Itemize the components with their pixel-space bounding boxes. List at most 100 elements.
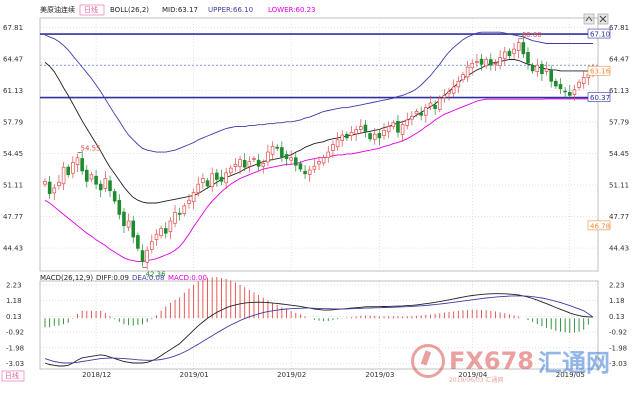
macd-y-tick-right: 1.18 [609, 297, 625, 305]
candle-body [187, 199, 191, 204]
candle-body [572, 89, 577, 96]
annotation-label: 42.36 [146, 271, 167, 279]
candle-body [577, 81, 581, 88]
macd-macd-value: MACD:0.00 [168, 274, 207, 282]
y-tick-label-right: 64.47 [609, 55, 629, 63]
candle-body [103, 178, 108, 189]
candle-body [567, 92, 572, 96]
candle-body [201, 178, 205, 183]
candle-body [71, 162, 75, 174]
candle-body [410, 115, 414, 120]
candle-body [493, 62, 498, 65]
y-tick-label-right: 47.77 [609, 213, 629, 221]
candle-body [317, 161, 321, 165]
candle-body [354, 129, 358, 135]
candle-body [479, 58, 484, 65]
candle-body [335, 139, 340, 148]
scroll-up-icon[interactable] [583, 13, 595, 25]
upper-band-line [44, 31, 593, 153]
candle-body [284, 154, 289, 160]
macd-grid [40, 284, 598, 364]
lower-band-line [44, 98, 593, 263]
macd-plot-frame [39, 280, 599, 370]
candle-body [233, 163, 238, 167]
macd-y-tick-right: -3.03 [609, 360, 627, 368]
candle-body [280, 147, 284, 158]
candle-body [126, 220, 131, 228]
candle-body [549, 70, 553, 82]
y-tick-label-left: 61.13 [3, 87, 23, 95]
candle-body [372, 133, 377, 140]
candle-body [484, 59, 488, 67]
candle-body [345, 133, 349, 139]
macd-y-tick-right: 2.23 [609, 282, 625, 290]
macd-y-tick-right: 0.13 [609, 313, 625, 321]
candle-body [247, 161, 252, 167]
candle-body [363, 124, 368, 132]
candle-body [228, 167, 233, 174]
candle-body [85, 169, 89, 182]
candle-body [140, 250, 145, 262]
price-tag-label: 60.37 [590, 94, 610, 102]
candle-body [368, 133, 372, 140]
y-tick-label-right: 44.43 [609, 245, 629, 253]
candle-body [215, 172, 219, 180]
candle-body [270, 146, 275, 155]
macd-y-tick-right: -0.92 [609, 329, 627, 337]
y-tick-label-left: 47.77 [3, 213, 23, 221]
candle-body [224, 172, 228, 184]
macd-y-tick-left: -1.98 [6, 344, 24, 352]
upper-value: UPPER:66.10 [208, 6, 253, 14]
y-tick-label-right: 61.13 [609, 87, 629, 95]
price-annotations: 54.55 42.36 66.60 67.10 63.16 60.37 46.78 [77, 28, 611, 279]
macd-y-tick-right: -1.98 [609, 344, 627, 352]
candle-body [535, 64, 540, 72]
candle-body [442, 95, 447, 98]
y-tick-label-left: 64.47 [3, 55, 23, 63]
x-tick-label: 2019/05 [556, 371, 585, 379]
mid-value: MID:63.17 [162, 6, 198, 14]
candle-body [168, 220, 173, 233]
candle-body [502, 51, 507, 59]
watermark-site: 2019/06/03 汇通网 [449, 377, 504, 384]
indicator-name: BOLL(26,2) [110, 6, 149, 14]
y-tick-label-right: 51.11 [609, 181, 629, 189]
candle-body [465, 66, 470, 78]
candle-body [540, 64, 544, 75]
candle-body [205, 180, 210, 187]
candle-body [312, 165, 317, 170]
diff-line [44, 293, 593, 367]
candle-body [108, 180, 112, 192]
annotation-label: 66.60 [522, 31, 542, 39]
period-badge[interactable] [79, 4, 105, 16]
candle-body [210, 173, 214, 188]
candle-body [219, 176, 224, 182]
candle-body [298, 163, 303, 170]
candle-body [150, 241, 154, 250]
candle-body [98, 183, 103, 191]
period-tab[interactable] [1, 370, 25, 382]
candle-body [391, 122, 396, 127]
candle-body [177, 212, 182, 215]
candle-body [433, 104, 437, 109]
candle-body [544, 68, 549, 72]
mid-band-line [44, 59, 593, 204]
macd-y-tick-left: -0.92 [6, 329, 24, 337]
x-tick-label: 2019/03 [365, 371, 394, 379]
period-badge-label: 日线 [84, 5, 98, 14]
macd-dea-value: DEA:0.08 [132, 274, 164, 282]
x-axis: 2018/12 2019/01 2019/02 2019/03 2019/04 2019/… [82, 371, 585, 379]
candle-body [252, 158, 256, 160]
macd-y-tick-left: 0.13 [6, 313, 22, 321]
candle-body [405, 119, 410, 126]
y-tick-label-left: 57.79 [3, 118, 23, 126]
candle-body [66, 166, 71, 176]
x-tick-label: 2019/02 [277, 371, 306, 379]
candle-body [419, 112, 423, 116]
candle-body [57, 181, 61, 187]
macd-label: MACD(26,12,9) [40, 274, 93, 282]
candle-body [303, 170, 307, 175]
candle-body [498, 57, 502, 66]
candle-body [461, 74, 465, 81]
candle-body [47, 181, 52, 194]
